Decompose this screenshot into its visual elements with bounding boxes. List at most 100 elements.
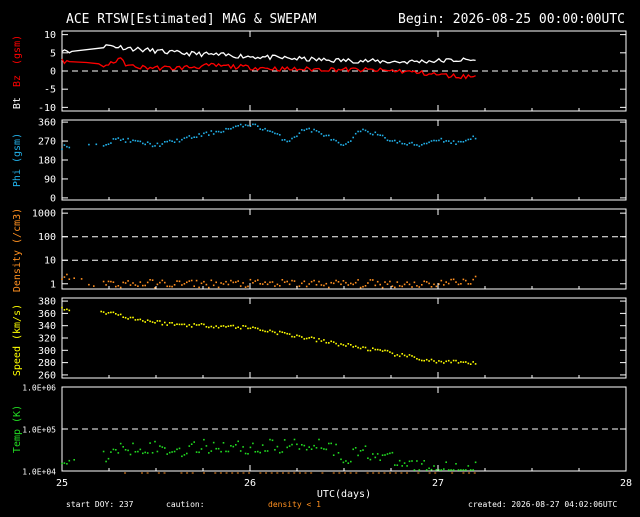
speed-point xyxy=(205,326,208,328)
density-point xyxy=(66,273,68,276)
phi-point xyxy=(381,134,384,137)
density-ytick-label: 100 xyxy=(38,232,56,243)
density-point xyxy=(117,285,120,287)
density-point xyxy=(151,279,154,281)
temp-point xyxy=(337,452,340,454)
temp-ytick-label: 1.0E+05 xyxy=(22,426,56,435)
density-point xyxy=(166,285,168,288)
speed-point xyxy=(457,362,460,364)
temp-point xyxy=(149,442,151,444)
density-point xyxy=(119,286,122,289)
phi-point xyxy=(261,129,264,131)
temp-point xyxy=(247,453,249,455)
phi-point xyxy=(119,139,122,141)
temp-point xyxy=(406,465,408,467)
speed-point xyxy=(364,346,367,349)
phi-point xyxy=(259,128,261,130)
phi-point xyxy=(455,143,457,145)
phi-point xyxy=(166,140,168,143)
density-ylabel: Density (/cm3) xyxy=(12,208,23,292)
phi-point xyxy=(102,145,105,147)
phi-point xyxy=(176,138,178,141)
temp-point xyxy=(386,453,389,455)
density-point xyxy=(330,281,332,284)
density-point xyxy=(139,281,142,283)
density-ytick-label: 1 xyxy=(50,279,56,290)
speed-point xyxy=(325,341,328,344)
temp-point xyxy=(286,446,288,449)
density-point xyxy=(455,281,457,283)
mag-ytick-label: -10 xyxy=(38,103,56,114)
temp-point xyxy=(374,456,377,459)
phi-point xyxy=(279,134,281,136)
density-point xyxy=(379,283,381,286)
temp-point xyxy=(215,447,217,450)
speed-point xyxy=(303,338,306,340)
phi-ytick-label: 0 xyxy=(50,193,56,204)
density-point xyxy=(159,281,161,284)
phi-point xyxy=(203,132,205,135)
density-point xyxy=(217,286,220,289)
phi-point xyxy=(215,130,217,133)
speed-point xyxy=(450,361,452,364)
phi-ylabel: Phi (gsm) xyxy=(12,133,23,187)
speed-point xyxy=(310,336,313,338)
density-point xyxy=(291,279,293,282)
density-point xyxy=(210,279,213,282)
temp-point xyxy=(347,462,350,464)
phi-point xyxy=(137,140,139,142)
density-point xyxy=(195,279,198,282)
temp-point xyxy=(195,451,198,453)
density-point xyxy=(403,283,406,286)
density-point xyxy=(266,283,269,286)
density-point xyxy=(465,279,467,282)
temp-point xyxy=(313,444,315,447)
temp-point xyxy=(281,451,284,453)
density-point xyxy=(305,285,308,288)
speed-point xyxy=(428,360,430,362)
temp-point xyxy=(428,467,430,470)
density-point xyxy=(230,279,232,282)
phi-point xyxy=(188,135,191,137)
density-point xyxy=(340,283,342,286)
speed-point xyxy=(134,319,137,321)
speed-ytick-label: 360 xyxy=(38,309,56,320)
speed-point xyxy=(237,326,239,328)
temp-ylabel: Temp (K) xyxy=(12,405,23,453)
speed-point xyxy=(166,324,168,326)
phi-point xyxy=(308,127,310,130)
speed-point xyxy=(212,326,215,329)
temp-point xyxy=(283,439,286,441)
phi-point xyxy=(335,139,337,142)
temp-point xyxy=(301,444,303,446)
density-point xyxy=(176,280,178,282)
temp-point xyxy=(139,448,142,451)
temp-ytick-label: 1.0E+06 xyxy=(22,384,56,393)
speed-point xyxy=(418,358,421,361)
temp-point xyxy=(396,464,399,466)
phi-point xyxy=(350,140,352,142)
phi-point xyxy=(254,123,257,126)
temp-point xyxy=(208,452,210,454)
speed-point xyxy=(142,320,144,322)
density-point xyxy=(129,284,132,286)
temp-point xyxy=(421,463,423,465)
density-point xyxy=(190,279,193,282)
speed-point xyxy=(195,324,198,326)
density-point xyxy=(80,278,83,280)
density-point xyxy=(281,279,284,281)
temp-point xyxy=(372,453,374,455)
temp-point xyxy=(151,452,154,454)
phi-point xyxy=(129,141,132,143)
density-point xyxy=(401,285,403,288)
density-point xyxy=(137,285,139,287)
temp-point xyxy=(342,461,345,464)
phi-point xyxy=(359,130,362,133)
phi-point xyxy=(122,138,124,140)
speed-point xyxy=(462,361,465,363)
x-tick-label: 28 xyxy=(620,478,632,489)
phi-point xyxy=(384,137,386,139)
density-point xyxy=(124,282,127,284)
phi-point xyxy=(186,136,188,139)
phi-point xyxy=(271,131,274,133)
